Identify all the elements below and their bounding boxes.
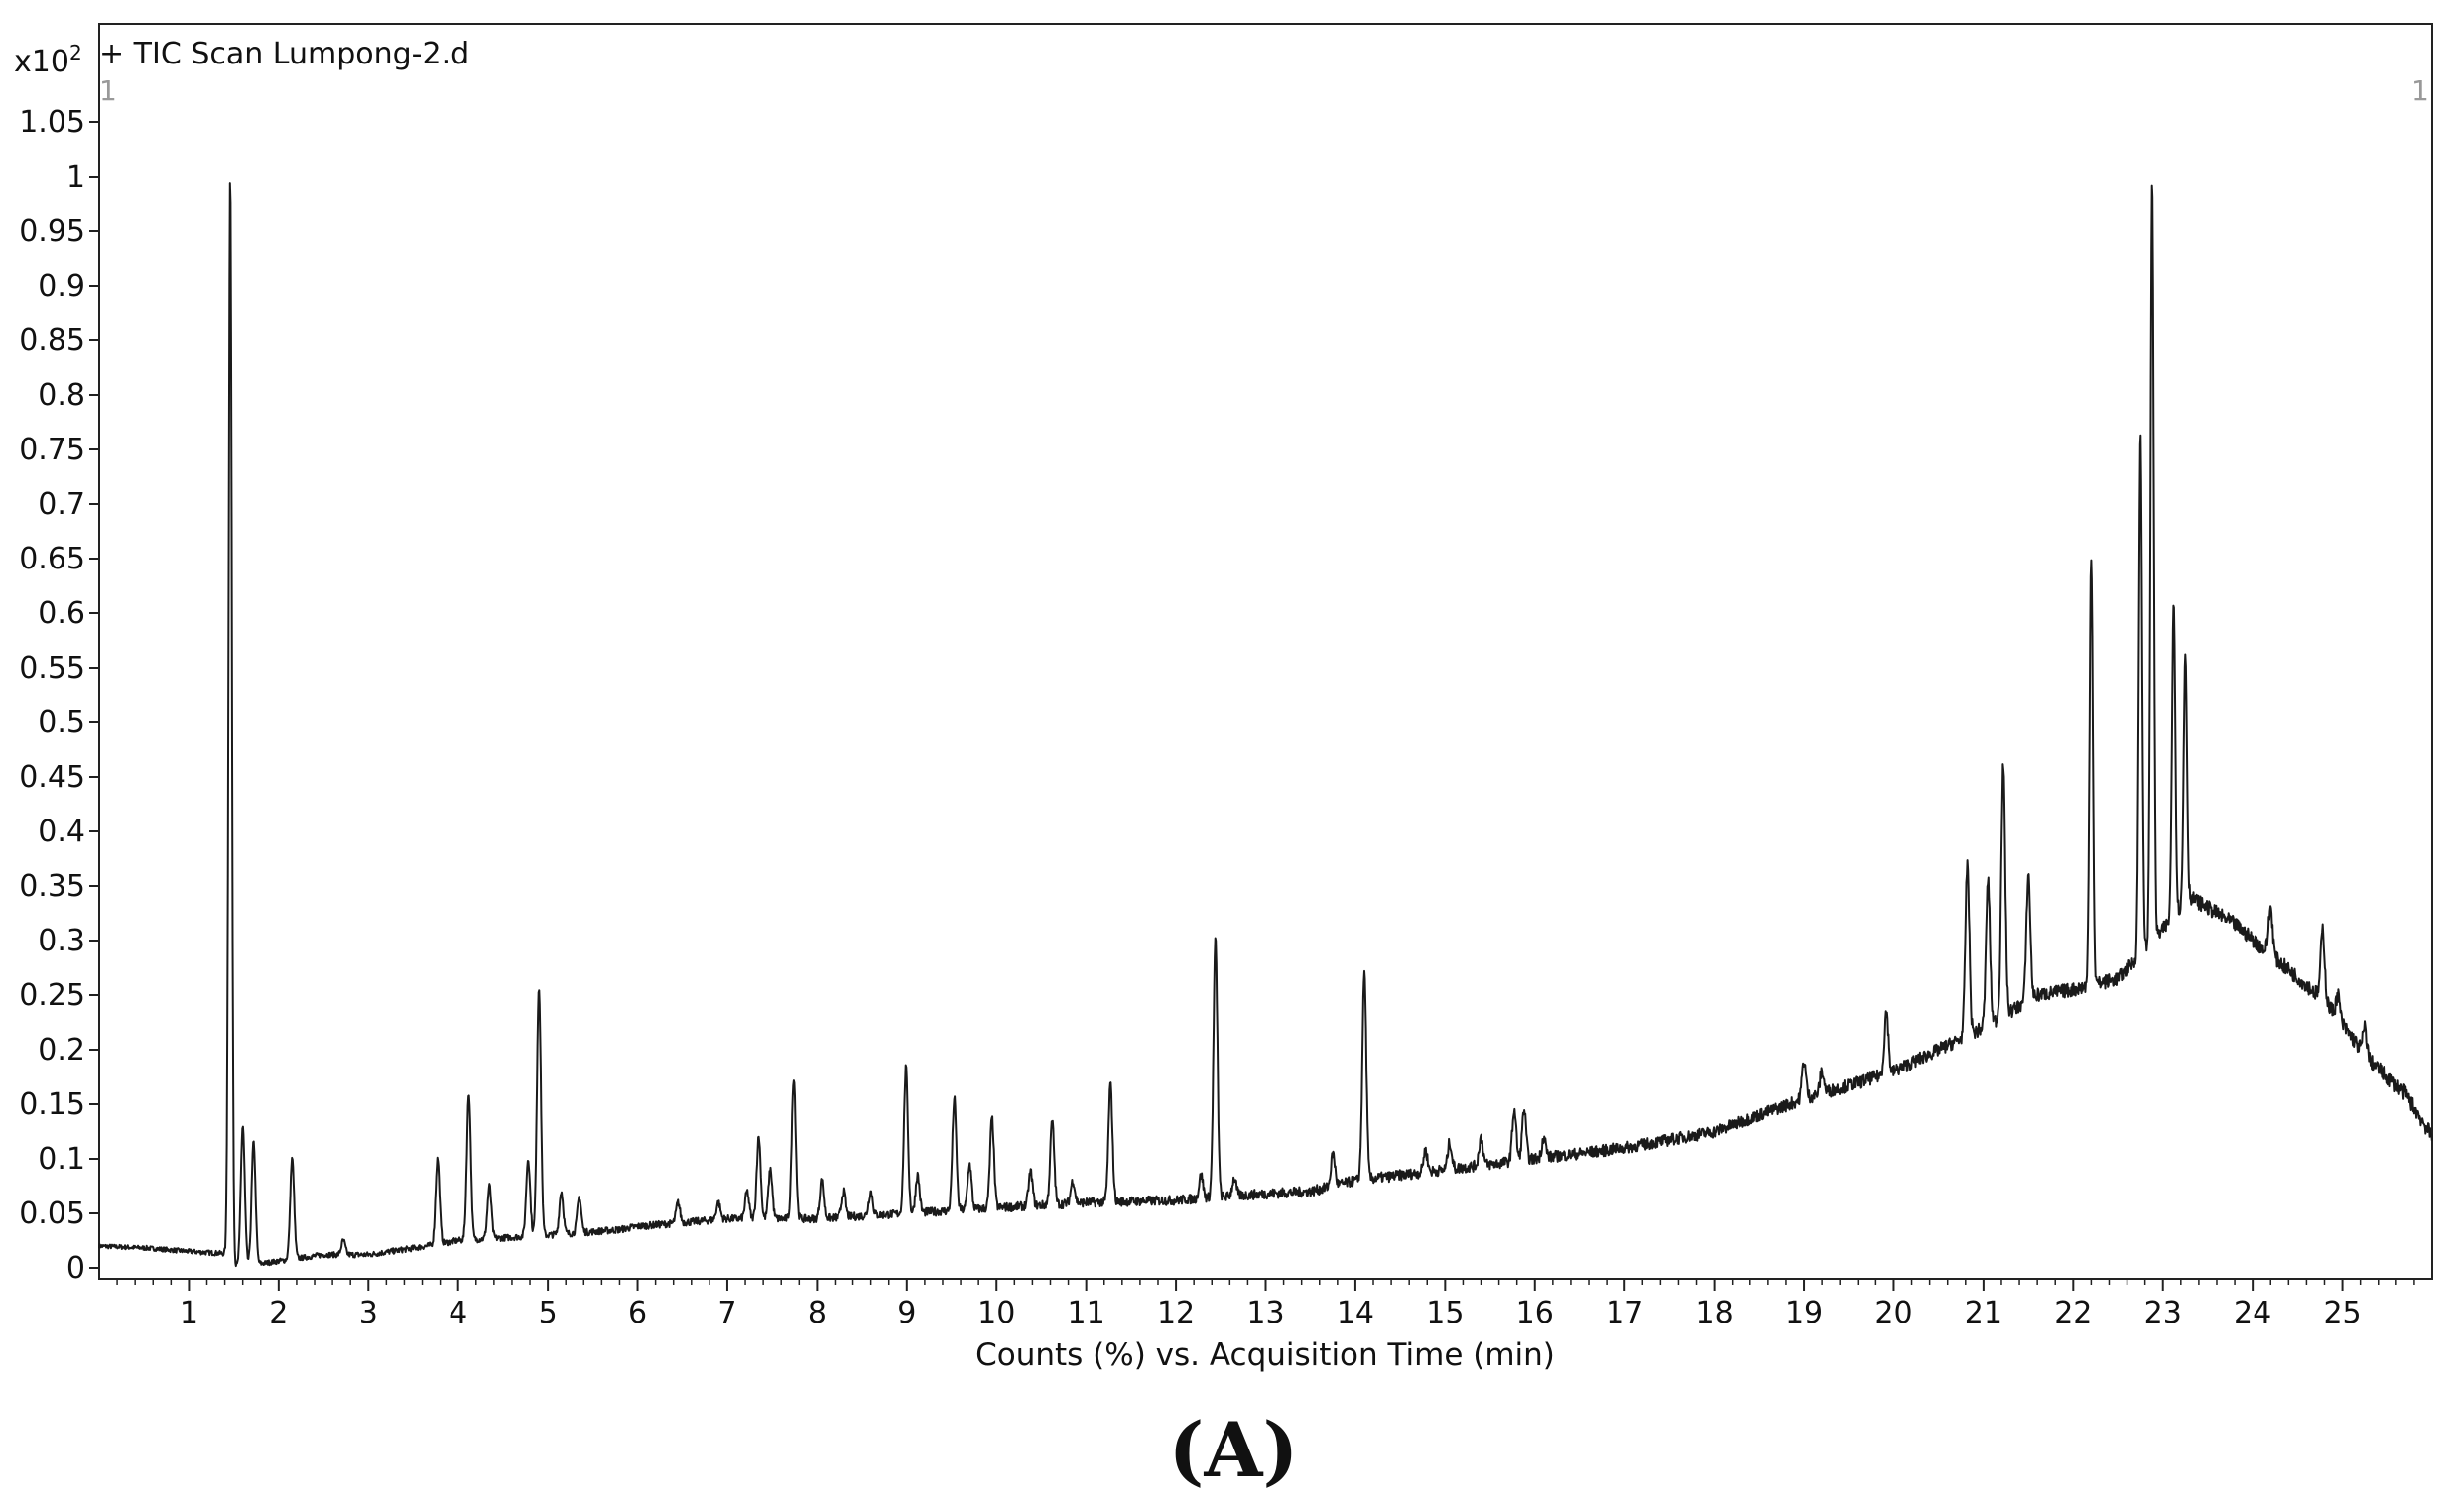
x-tick-label: 12 (1157, 1296, 1195, 1330)
y-axis-ticks: 0 0.05 0.1 0.15 0.2 0.25 0.3 0.35 0.4 0.45 0.5 0.55… (19, 105, 99, 1286)
x-tick-label: 25 (2323, 1296, 2361, 1330)
x-tick-label: 5 (539, 1296, 558, 1330)
x-tick-label: 19 (1785, 1296, 1823, 1330)
x-tick-label: 15 (1426, 1296, 1464, 1330)
y-tick-label: 0.7 (38, 487, 85, 522)
y-tick-label: 0 (66, 1251, 85, 1286)
y-tick-label: 0.25 (19, 978, 85, 1013)
corner-marker-right: 1 (2411, 74, 2429, 107)
x-tick-label: 20 (1874, 1296, 1912, 1330)
corner-marker-left: 1 (99, 74, 117, 107)
y-tick-label: 0.85 (19, 323, 85, 358)
x-tick-label: 9 (897, 1296, 916, 1330)
x-tick-label: 17 (1606, 1296, 1643, 1330)
y-tick-label: 0.9 (38, 269, 85, 304)
x-tick-label: 23 (2144, 1296, 2182, 1330)
y-tick-label: 0.45 (19, 760, 85, 795)
y-tick-label: 0.05 (19, 1197, 85, 1231)
x-tick-label: 24 (2234, 1296, 2271, 1330)
x-tick-label: 13 (1246, 1296, 1284, 1330)
y-tick-label: 0.75 (19, 433, 85, 467)
x-tick-label: 22 (2054, 1296, 2092, 1330)
x-tick-label: 2 (269, 1296, 288, 1330)
y-tick-label: 0.6 (38, 596, 85, 631)
y-tick-label: 1 (66, 160, 85, 194)
x-axis-label: Counts (%) vs. Acquisition Time (min) (975, 1337, 1555, 1373)
y-tick-label: 0.65 (19, 542, 85, 576)
y-tick-label: 0.8 (38, 378, 85, 413)
y-tick-label: 0.55 (19, 651, 85, 686)
x-tick-label: 16 (1516, 1296, 1554, 1330)
figure-caption: (A) (1169, 1406, 1299, 1494)
x-tick-label: 18 (1696, 1296, 1734, 1330)
plot-frame (98, 23, 2433, 1280)
x-tick-label: 6 (628, 1296, 647, 1330)
y-tick-label: 0.2 (38, 1033, 85, 1068)
x-tick-label: 8 (808, 1296, 827, 1330)
chart-title: + TIC Scan Lumpong-2.d (99, 37, 469, 71)
tic-series-line (98, 182, 2433, 1268)
y-multiplier-exponent: 2 (69, 41, 82, 64)
y-tick-label: 1.05 (19, 105, 85, 140)
x-tick-label: 7 (717, 1296, 736, 1330)
y-tick-label: 0.5 (38, 705, 85, 740)
y-multiplier: x102 (14, 41, 82, 79)
x-tick-label: 11 (1068, 1296, 1105, 1330)
y-tick-label: 0.35 (19, 869, 85, 904)
x-tick-label: 14 (1337, 1296, 1374, 1330)
y-tick-label: 0.95 (19, 214, 85, 249)
x-tick-label: 3 (359, 1296, 378, 1330)
x-tick-label: 21 (1965, 1296, 2002, 1330)
y-tick-label: 0.3 (38, 924, 85, 958)
x-axis-ticks: 1 2 3 4 5 6 7 8 9 10 11 12 13 14 15 16 17 18 19 20 21 22 23 24 2… (116, 1279, 2415, 1330)
y-tick-label: 0.1 (38, 1142, 85, 1177)
y-multiplier-base: x10 (14, 45, 69, 79)
y-tick-label: 0.15 (19, 1087, 85, 1122)
y-tick-label: 0.4 (38, 815, 85, 849)
x-tick-label: 10 (977, 1296, 1015, 1330)
x-tick-label: 4 (449, 1296, 467, 1330)
x-tick-label: 1 (180, 1296, 198, 1330)
